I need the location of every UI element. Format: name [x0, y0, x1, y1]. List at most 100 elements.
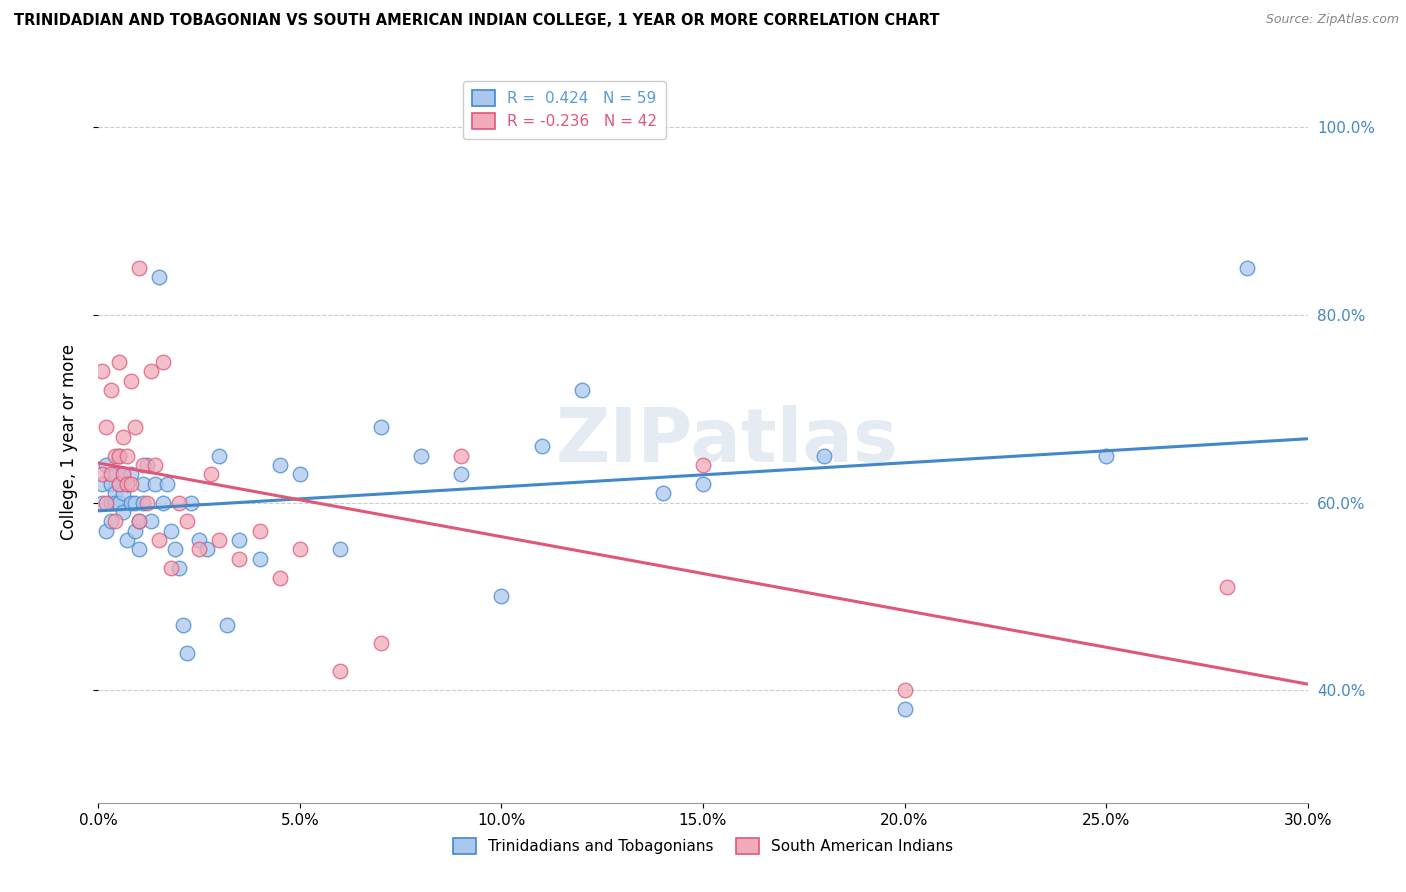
Point: [115, 449, 138, 463]
Point: [100, 476, 122, 491]
Point: [160, 561, 183, 575]
Point: [167, 495, 190, 509]
Point: [107, 476, 129, 491]
Point: [269, 571, 291, 585]
Point: [228, 551, 250, 566]
Point: [124, 420, 146, 434]
Point: [115, 476, 138, 491]
Point: [128, 542, 150, 557]
Point: [148, 533, 170, 547]
Point: [107, 449, 129, 463]
Point: [1236, 260, 1258, 275]
Point: [143, 476, 166, 491]
Point: [135, 458, 157, 472]
Point: [450, 467, 472, 482]
Point: [1095, 449, 1118, 463]
Point: [103, 495, 125, 509]
Point: [692, 458, 714, 472]
Point: [128, 260, 150, 275]
Point: [132, 476, 155, 491]
Point: [329, 542, 352, 557]
Point: [195, 542, 218, 557]
Point: [148, 270, 170, 285]
Point: [167, 561, 190, 575]
Point: [188, 533, 211, 547]
Point: [115, 476, 138, 491]
Point: [103, 449, 125, 463]
Point: [96, 524, 118, 538]
Point: [107, 495, 129, 509]
Point: [120, 476, 142, 491]
Point: [111, 467, 134, 482]
Point: [450, 449, 472, 463]
Point: [107, 476, 129, 491]
Point: [124, 495, 146, 509]
Point: [152, 495, 174, 509]
Point: [103, 486, 125, 500]
Point: [217, 617, 239, 632]
Point: [329, 665, 352, 679]
Point: [249, 524, 271, 538]
Point: [269, 458, 291, 472]
Point: [120, 495, 142, 509]
Point: [115, 533, 138, 547]
Point: [651, 486, 673, 500]
Text: ZIPatlas: ZIPatlas: [555, 405, 898, 478]
Point: [249, 551, 271, 566]
Point: [107, 355, 129, 369]
Point: [491, 590, 513, 604]
Point: [111, 430, 134, 444]
Point: [208, 533, 231, 547]
Point: [103, 514, 125, 528]
Point: [692, 476, 714, 491]
Point: [172, 617, 194, 632]
Point: [571, 383, 593, 397]
Point: [128, 514, 150, 528]
Point: [124, 524, 146, 538]
Point: [120, 374, 142, 388]
Point: [91, 364, 114, 378]
Point: [156, 476, 179, 491]
Point: [370, 420, 392, 434]
Point: [139, 514, 162, 528]
Point: [143, 458, 166, 472]
Point: [128, 514, 150, 528]
Point: [100, 383, 122, 397]
Point: [91, 476, 114, 491]
Point: [409, 449, 432, 463]
Point: [893, 683, 915, 698]
Point: [100, 467, 122, 482]
Point: [100, 495, 122, 509]
Point: [180, 495, 202, 509]
Point: [228, 533, 250, 547]
Point: [96, 458, 118, 472]
Point: [135, 495, 157, 509]
Point: [132, 495, 155, 509]
Point: [370, 636, 392, 650]
Point: [288, 542, 311, 557]
Point: [111, 467, 134, 482]
Point: [188, 542, 211, 557]
Legend: Trinidadians and Tobagonians, South American Indians: Trinidadians and Tobagonians, South Amer…: [447, 832, 959, 860]
Point: [530, 439, 553, 453]
Point: [893, 702, 915, 716]
Point: [200, 467, 222, 482]
Point: [139, 364, 162, 378]
Point: [813, 449, 835, 463]
Text: Source: ZipAtlas.com: Source: ZipAtlas.com: [1265, 13, 1399, 27]
Point: [176, 646, 198, 660]
Point: [100, 514, 122, 528]
Point: [288, 467, 311, 482]
Point: [96, 495, 118, 509]
Point: [132, 458, 155, 472]
Point: [91, 495, 114, 509]
Point: [120, 467, 142, 482]
Point: [163, 542, 186, 557]
Point: [208, 449, 231, 463]
Point: [107, 449, 129, 463]
Point: [1216, 580, 1239, 594]
Point: [152, 355, 174, 369]
Point: [91, 467, 114, 482]
Point: [176, 514, 198, 528]
Point: [96, 420, 118, 434]
